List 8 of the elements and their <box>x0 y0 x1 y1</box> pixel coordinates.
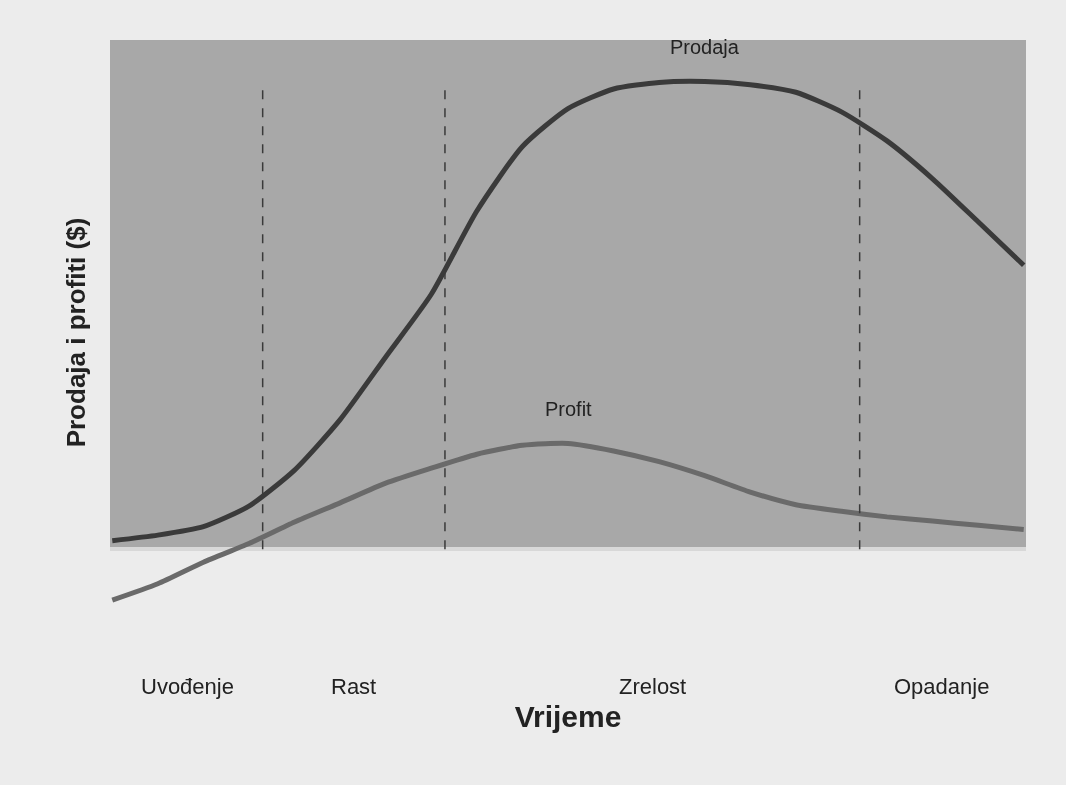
x-axis-title: Vrijeme <box>514 699 622 733</box>
text: Zrelost <box>619 674 687 699</box>
y-axis-title: Prodaja i profiti ($) <box>61 217 92 448</box>
series-label: Profit <box>545 398 593 420</box>
text: Opadanje <box>894 674 990 699</box>
text: Rast <box>331 674 377 699</box>
text: Uvođenje <box>141 674 234 699</box>
series-label: Prodaja <box>670 36 740 58</box>
